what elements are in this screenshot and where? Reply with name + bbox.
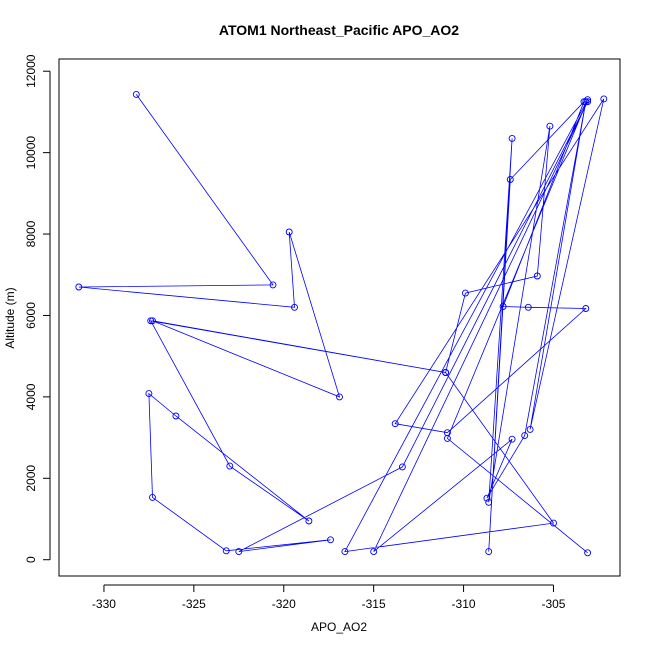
data-point [285,228,293,236]
x-tick-label: -320 [272,597,296,611]
data-point [582,305,590,312]
data-point [305,517,313,525]
data-point [584,549,592,557]
data-point [226,462,234,470]
series-line [78,94,605,554]
x-axis: -330 -325 -320 -315 -310 -305 [92,584,566,611]
data-point [499,303,507,310]
data-point [235,548,243,556]
x-tick-label: -325 [182,597,206,611]
y-tick-label: 4000 [24,383,38,410]
data-point [341,548,349,556]
data-point [508,134,516,142]
y-tick-label: 2000 [24,465,38,492]
y-axis: 0 2000 4000 6000 8000 10000 12000 [24,54,51,563]
data-point [584,96,592,104]
data-point [391,420,399,428]
data-point [582,98,590,106]
data-point [147,317,155,325]
x-tick-label: -305 [541,597,565,611]
plot-frame [58,58,621,577]
y-tick-label: 8000 [24,220,38,247]
data-point [327,536,334,544]
data-point [485,548,493,556]
data-point [550,519,557,527]
y-tick-label: 6000 [24,302,38,329]
data-point [222,547,230,555]
data-point [521,432,529,440]
chart-title: ATOM1 Northeast_Pacific APO_AO2 [219,22,459,38]
y-axis-label: Altitude (m) [3,287,17,348]
data-point [508,435,516,443]
data-point [461,289,469,297]
data-point [485,498,493,506]
x-tick-label: -330 [92,597,116,611]
data-point [533,272,541,280]
data-point [291,303,298,311]
data-point [149,493,156,501]
y-tick-label: 10000 [24,136,38,170]
data-point [443,434,451,442]
data-point [172,412,180,420]
data-point [269,281,277,289]
data-point [546,122,554,130]
data-point [75,283,83,291]
x-tick-label: -310 [452,597,476,611]
data-point [506,176,514,183]
data-point [149,317,156,325]
data-point [600,95,608,103]
data-point [584,98,592,106]
series-layer [75,90,608,557]
data-point [370,548,378,556]
data-point [336,393,343,401]
data-point [145,390,153,398]
data-point [398,463,406,471]
data-point [483,494,491,502]
data-point [524,303,532,311]
data-point [580,98,588,106]
x-tick-label: -315 [362,597,386,611]
data-point [442,369,450,376]
data-point [526,425,534,433]
x-axis-label: APO_AO2 [311,620,367,634]
data-point [132,90,140,98]
y-tick-label: 0 [24,556,38,563]
y-tick-label: 12000 [24,54,38,88]
